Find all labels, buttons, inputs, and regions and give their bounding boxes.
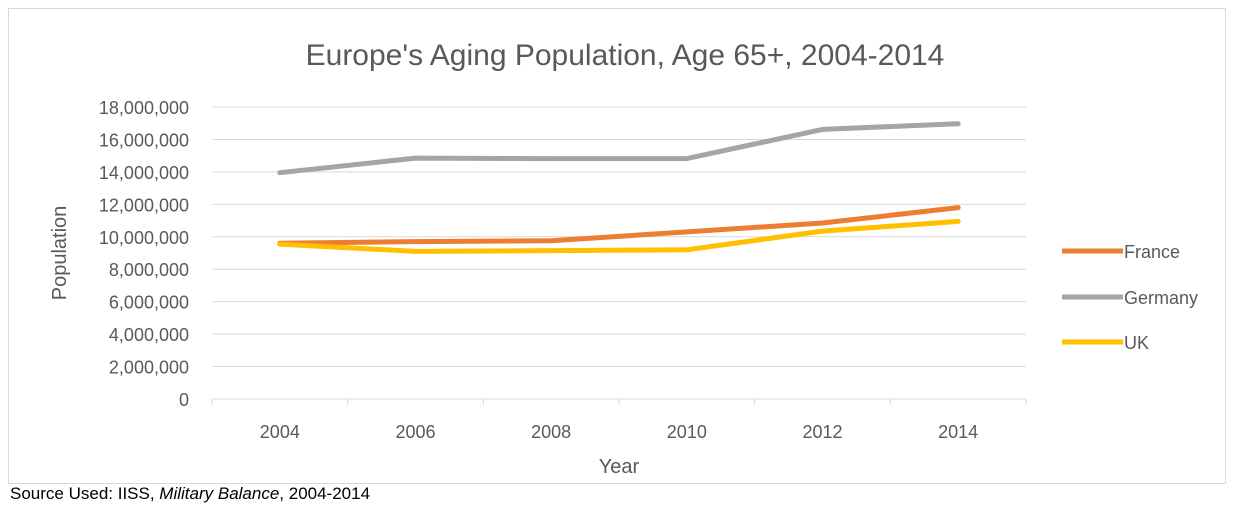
legend-label-france: France — [1124, 242, 1180, 262]
x-tick-label: 2006 — [395, 422, 435, 442]
y-tick-label: 2,000,000 — [109, 358, 189, 378]
legend-label-uk: UK — [1124, 333, 1149, 353]
y-tick-label: 4,000,000 — [109, 325, 189, 345]
y-tick-label: 16,000,000 — [99, 130, 189, 150]
y-tick-label: 14,000,000 — [99, 163, 189, 183]
source-suffix: , 2004-2014 — [279, 484, 371, 503]
series-line-france — [277, 205, 961, 246]
legend-label-germany: Germany — [1124, 288, 1198, 308]
chart-title: Europe's Aging Population, Age 65+, 2004… — [306, 39, 945, 72]
y-tick-label: 10,000,000 — [99, 228, 189, 248]
y-tick-label: 8,000,000 — [109, 260, 189, 280]
y-tick-label: 18,000,000 — [99, 98, 189, 118]
source-publication: Military Balance — [159, 484, 280, 503]
x-tick-label: 2010 — [667, 422, 707, 442]
y-tick-label: 0 — [179, 390, 189, 410]
x-tick-label: 2008 — [531, 422, 571, 442]
line-chart: Europe's Aging Population, Age 65+, 2004… — [49, 39, 1198, 478]
x-tick-label: 2012 — [802, 422, 842, 442]
x-axis-title: Year — [599, 456, 640, 478]
y-tick-label: 6,000,000 — [109, 293, 189, 313]
x-tick-label: 2004 — [260, 422, 300, 442]
source-note: Source Used: IISS, Military Balance, 200… — [10, 484, 370, 504]
series-line-germany — [277, 121, 961, 176]
y-tick-label: 12,000,000 — [99, 195, 189, 215]
y-axis-title: Population — [49, 206, 71, 301]
x-tick-label: 2014 — [938, 422, 978, 442]
source-prefix: Source Used: IISS, — [10, 484, 160, 503]
series-line-uk — [277, 218, 961, 254]
chart-frame — [8, 8, 1226, 484]
